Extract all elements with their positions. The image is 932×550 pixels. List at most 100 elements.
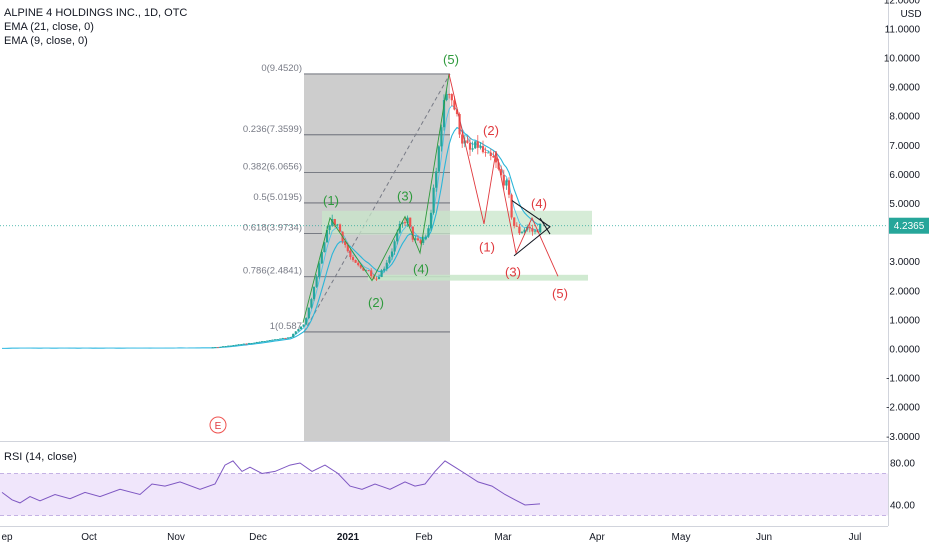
candle-body	[312, 286, 316, 300]
ema-9-line	[2, 105, 541, 349]
candle-body	[492, 156, 495, 158]
rsi-tick: 40.00	[890, 501, 915, 512]
candle-body	[383, 268, 386, 271]
candle-body	[276, 339, 279, 341]
candle-body	[331, 219, 334, 226]
candle-body	[401, 222, 404, 224]
candle-body	[520, 232, 524, 234]
candle-body	[224, 346, 227, 348]
candle-body	[364, 270, 368, 272]
candle-body	[377, 276, 381, 279]
candle-body	[271, 339, 274, 341]
candle-body	[505, 180, 508, 186]
candle-body	[432, 187, 435, 213]
candle-body	[263, 341, 266, 342]
candle-body	[411, 226, 414, 240]
candle-body	[297, 329, 300, 332]
candle-body	[507, 180, 511, 195]
triangle-pattern	[511, 200, 551, 257]
candle-body	[515, 225, 518, 227]
candle-body	[294, 331, 297, 334]
candle-body	[232, 345, 235, 347]
candle-body	[403, 222, 407, 224]
time-tick: Jul	[849, 532, 862, 543]
wave-red-label: (3)	[505, 264, 521, 279]
price-tick: 11.0000	[885, 24, 921, 35]
candle-body	[284, 338, 287, 339]
candle-body	[338, 224, 342, 232]
candle-body	[523, 229, 526, 233]
candle-body	[393, 241, 396, 252]
fib-label: 0.5(5.0195)	[253, 192, 302, 203]
candle-body	[367, 270, 370, 272]
candle-body	[305, 318, 308, 325]
candle-body	[388, 256, 391, 263]
time-tick: Dec	[249, 532, 267, 543]
candle-body	[461, 134, 464, 144]
candle-body	[242, 343, 245, 345]
candle-body	[315, 276, 318, 287]
candle-body	[299, 326, 303, 330]
candle-body	[255, 342, 258, 343]
candle-body	[286, 337, 290, 339]
time-tick: Oct	[81, 532, 97, 543]
price-tick: 6.0000	[889, 170, 920, 181]
candle-body	[247, 343, 251, 344]
price-tick: -1.0000	[886, 374, 920, 385]
candle-body	[416, 238, 420, 241]
candle-body	[448, 94, 451, 95]
candle-body	[349, 251, 352, 258]
fib-box	[304, 73, 450, 441]
time-tick: Jun	[756, 532, 772, 543]
last-price-label: 4.2365	[894, 221, 925, 232]
candle-body	[471, 148, 474, 150]
time-tick: Nov	[167, 532, 185, 543]
candle-body	[502, 175, 505, 186]
candle-body	[211, 347, 214, 349]
candle-body	[385, 262, 388, 269]
candle-body	[268, 340, 271, 341]
wave-green-label: (5)	[443, 52, 459, 67]
candle-body	[375, 278, 378, 280]
candle-body	[245, 343, 248, 345]
candle-body	[476, 141, 479, 148]
candle-body	[281, 338, 284, 339]
fib-label: 0(9.4520)	[261, 63, 302, 74]
price-tick: 2.0000	[889, 286, 920, 297]
fib-label: 0.236(7.3599)	[243, 124, 302, 135]
candle-body	[414, 238, 417, 240]
time-tick: ep	[1, 532, 13, 543]
candle-body	[409, 217, 412, 227]
candle-body	[466, 140, 469, 143]
candle-body	[455, 109, 459, 114]
candle-body	[370, 270, 373, 277]
price-tick: -3.0000	[886, 432, 920, 443]
candle-body	[250, 343, 253, 344]
candle-body	[253, 342, 256, 344]
candle-body	[479, 146, 482, 148]
triangle-cross	[539, 217, 551, 235]
candle-body	[487, 152, 490, 154]
candle-body	[533, 230, 537, 232]
candle-body	[310, 299, 313, 308]
candle-body	[302, 324, 305, 327]
rsi-band	[0, 473, 888, 516]
candle-body	[437, 146, 440, 172]
wave-green-path	[302, 73, 450, 323]
candle-body	[240, 344, 243, 346]
candle-body	[320, 252, 323, 264]
wave-red-label: (5)	[552, 286, 568, 301]
time-tick: Feb	[415, 532, 433, 543]
candle-body	[406, 217, 409, 224]
candle-body	[422, 239, 425, 243]
candle-body	[325, 230, 329, 243]
candle-body	[440, 127, 443, 147]
support-zone-low	[368, 274, 588, 281]
candle-body	[328, 225, 331, 231]
wave-red-label: (4)	[531, 196, 547, 211]
fib-label: 0.786(2.4841)	[243, 266, 302, 277]
fib-label: 0.382(6.0656)	[243, 161, 302, 172]
candle-body	[362, 267, 365, 271]
time-tick: Apr	[589, 532, 605, 543]
